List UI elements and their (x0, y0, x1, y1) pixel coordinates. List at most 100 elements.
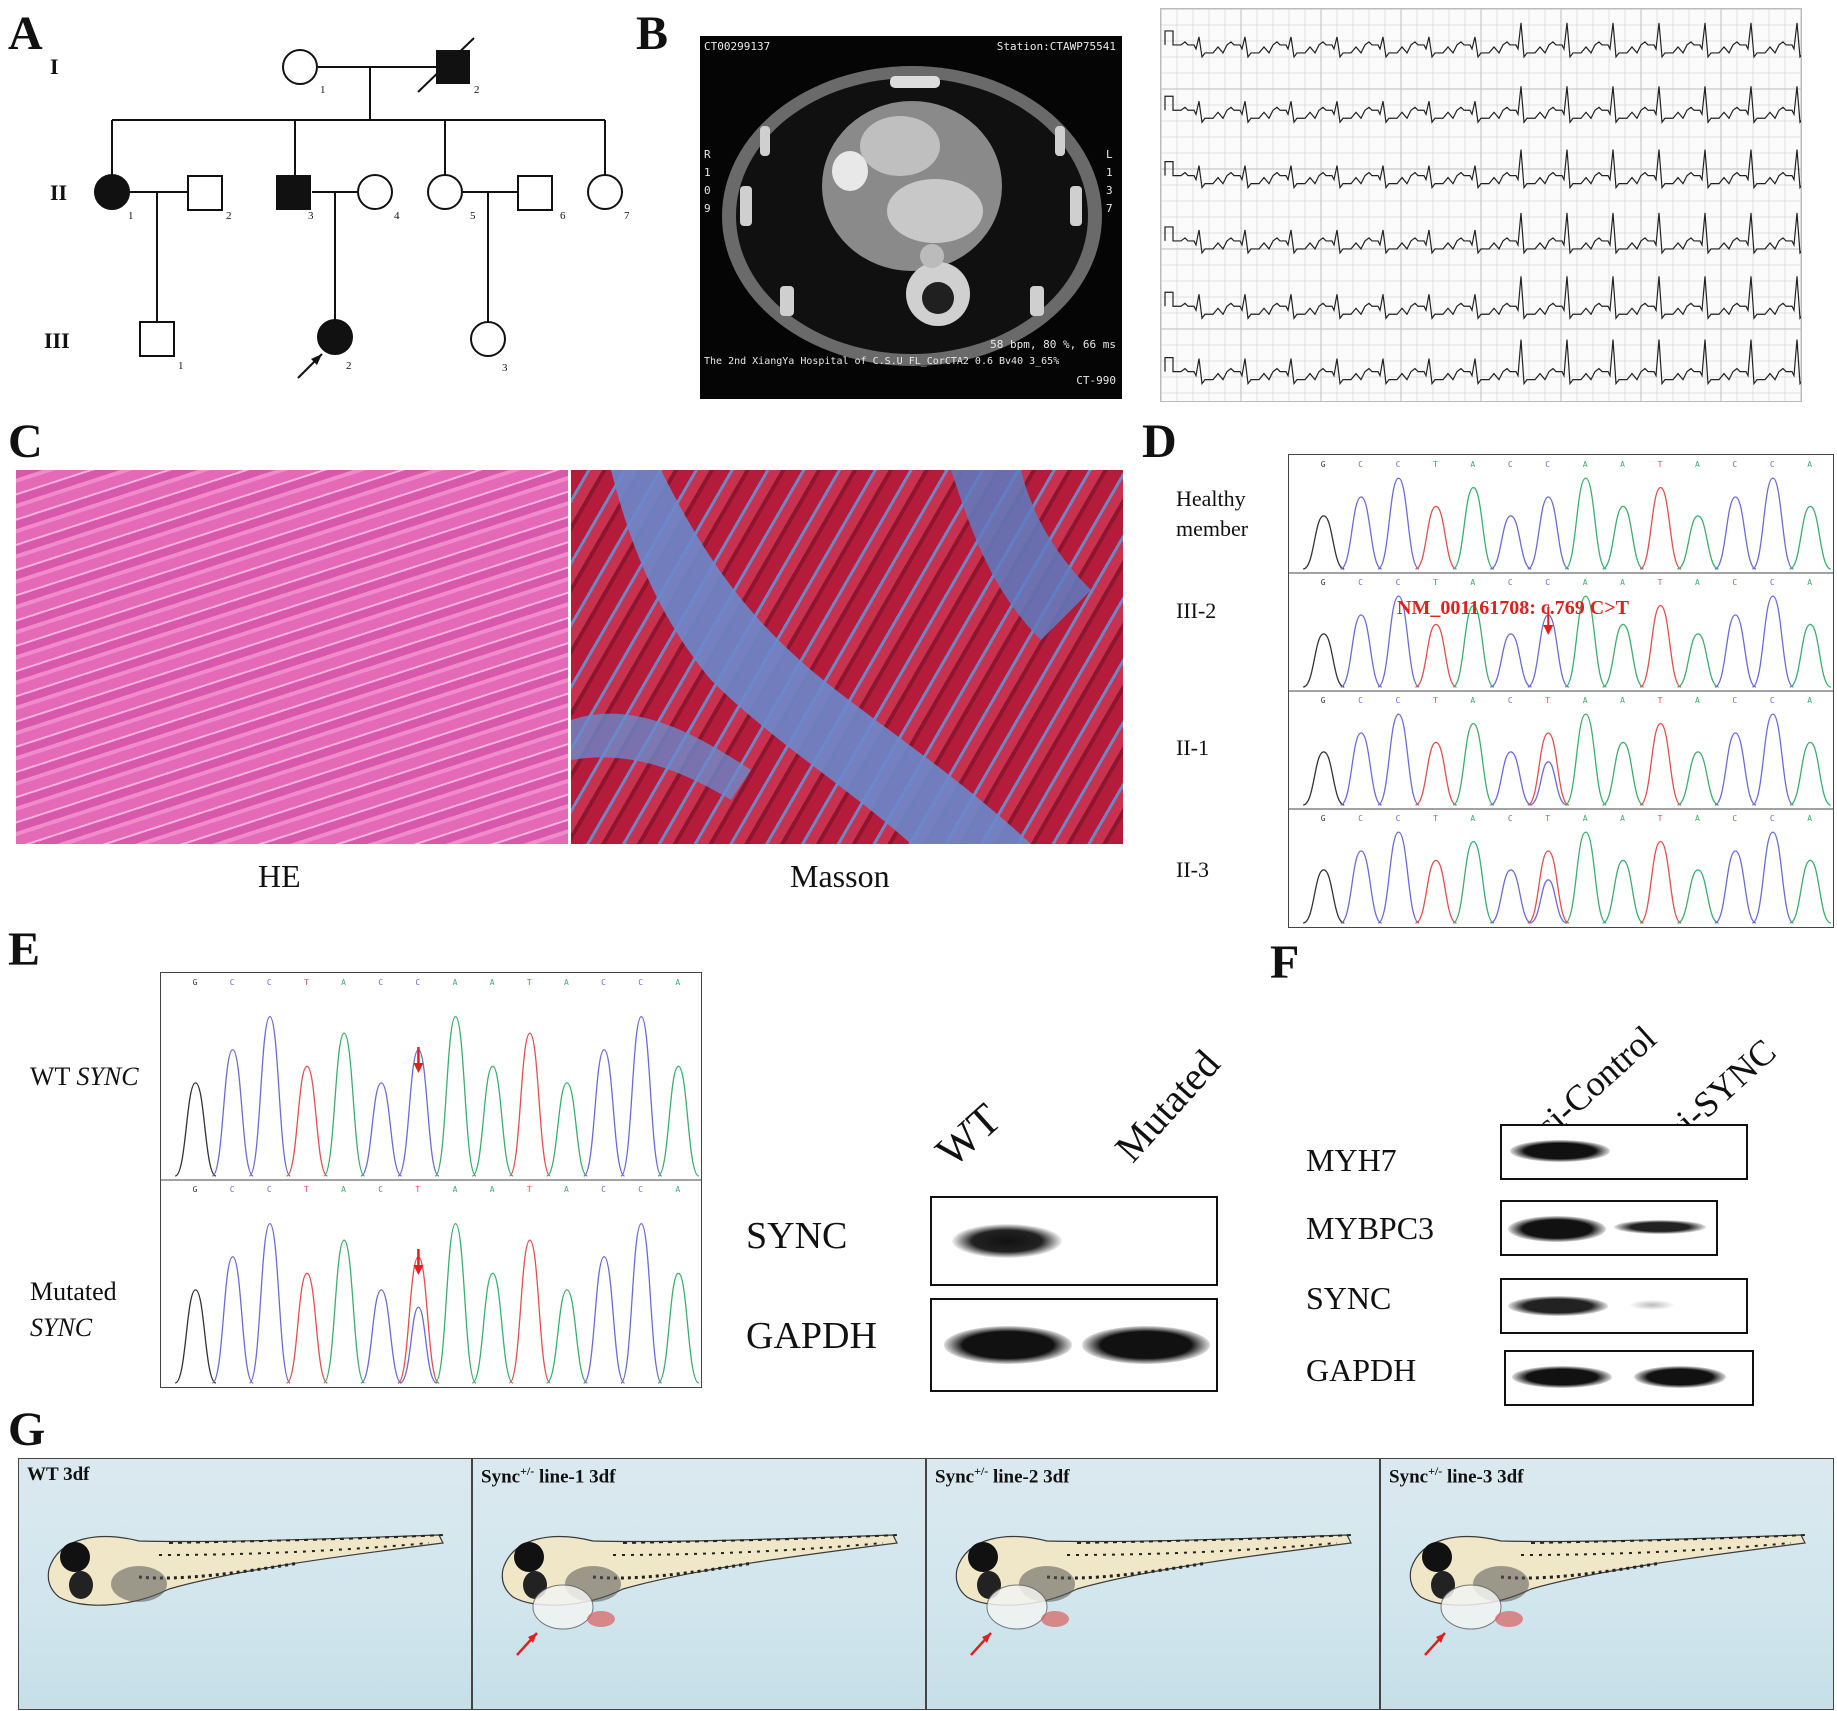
trace-peak-d1 (1789, 623, 1832, 688)
trace-peak-d2 (1377, 713, 1420, 806)
base-call-d0: C (1396, 460, 1401, 469)
base-call-d0: A (1695, 460, 1700, 469)
trace-peak-emut (620, 1222, 663, 1384)
base-call-d0: A (1583, 460, 1588, 469)
base-call-d3: A (1807, 814, 1812, 823)
ecg-lead-trace (1164, 339, 1801, 386)
trace-peak-emut (360, 1289, 403, 1384)
pericardial-edema (1440, 1584, 1502, 1630)
wb-blot-sync-f (1500, 1278, 1748, 1334)
base-call-d3: C (1396, 814, 1401, 823)
blood-pool (587, 1611, 615, 1627)
mutated-sync-label: Mutated SYNC (30, 1277, 117, 1342)
wb-row-label: SYNC (746, 1215, 848, 1257)
wb-blot-sync (930, 1196, 1218, 1286)
trace-peak-d3 (1677, 869, 1719, 924)
base-call-emut: A (675, 1185, 680, 1194)
zebrafish-panel-line-1: Sync+/- line-1 3df (472, 1458, 926, 1710)
he-stain-image (16, 470, 568, 844)
trace-peak-ewt (545, 1082, 589, 1177)
base-call-ewt: C (415, 978, 420, 987)
wb-band (1508, 1216, 1606, 1242)
trace-peak-ewt (620, 1015, 663, 1177)
individual-number: 1 (128, 210, 134, 222)
trace-peak-d0 (1527, 496, 1570, 570)
ct-model-text: CT-990 (1076, 374, 1116, 387)
trace-peak-emut (399, 1306, 438, 1384)
base-call-ewt: A (341, 978, 346, 987)
ecg-image (1160, 8, 1802, 402)
individual-number: 1 (178, 360, 184, 372)
fish-label: WT 3df (27, 1464, 90, 1485)
edema-arrow-head (1436, 1633, 1445, 1643)
individual-male-unaffected (187, 175, 223, 211)
wb-column-label: WT (926, 1094, 1011, 1177)
base-call-ewt: C (230, 978, 235, 987)
larva-eye (60, 1542, 90, 1572)
trace-peak-d2 (1677, 751, 1719, 806)
trace-peak-d1 (1677, 633, 1719, 688)
trace-peak-emut (285, 1272, 329, 1384)
panel-label-c: C (8, 415, 43, 468)
trace-peak-emut (174, 1289, 217, 1384)
trace-peak-ewt (174, 1082, 217, 1177)
trace-peak-d0 (1751, 477, 1795, 570)
trace-peak-ewt (211, 1049, 254, 1177)
individual-female-unaffected (282, 49, 318, 85)
base-call-d2: C (1508, 696, 1513, 705)
panel-label-d: D (1142, 415, 1177, 468)
base-call-d1: A (1620, 578, 1625, 587)
trace-peak-d1 (1714, 614, 1757, 688)
base-call-d0: C (1770, 460, 1775, 469)
trace-peak-ewt (323, 1032, 366, 1177)
trace-peak-ewt (583, 1049, 626, 1177)
base-call-d3: A (1695, 814, 1700, 823)
wb-band (952, 1224, 1062, 1258)
trace-peak-d3 (1564, 831, 1607, 924)
base-call-d1: C (1358, 578, 1363, 587)
panel-label-g: G (8, 1403, 46, 1456)
base-call-ewt: C (378, 978, 383, 987)
base-call-ewt: C (601, 978, 606, 987)
base-call-emut: C (378, 1185, 383, 1194)
chromatogram-row-label: III-2 (1176, 598, 1217, 623)
wb-band (944, 1326, 1072, 1364)
zebrafish-panel-line-2: Sync+/- line-2 3df (926, 1458, 1380, 1710)
base-call-d3: T (1658, 814, 1663, 823)
trace-peak-d2 (1789, 741, 1832, 806)
individual-number: 2 (474, 84, 480, 96)
wb-band (1512, 1366, 1612, 1388)
base-call-d0: C (1358, 460, 1363, 469)
trace-peak-d1 (1377, 595, 1420, 688)
wb-row-label: MYH7 (1306, 1142, 1397, 1178)
trace-peak-d3 (1529, 879, 1568, 924)
generation-label: I (50, 54, 59, 79)
larva-eye (69, 1571, 93, 1599)
trace-peak-d1 (1639, 604, 1682, 688)
base-call-d1: A (1695, 578, 1700, 587)
panel-label-b: B (636, 7, 669, 60)
trace-peak-d0 (1452, 486, 1495, 570)
individual-number: 2 (346, 360, 352, 372)
ecg-lead-trace (1164, 276, 1801, 320)
individual-female-unaffected (357, 174, 393, 210)
wb-blot-mybpc3 (1500, 1200, 1718, 1256)
zebrafish-panel-wt: WT 3df (18, 1458, 472, 1710)
trace-peak-d2 (1452, 722, 1495, 806)
base-call-d1: T (1658, 578, 1663, 587)
ecg-lead-trace (1164, 86, 1801, 124)
base-call-d0: C (1545, 460, 1550, 469)
trace-peak-emut (323, 1239, 366, 1384)
base-call-d2: C (1732, 696, 1737, 705)
individual-female-unaffected (587, 174, 623, 210)
base-call-d3: A (1620, 814, 1625, 823)
trace-peak-emut (508, 1239, 551, 1384)
zebrafish-larva-image (47, 1534, 444, 1606)
edema-arrow-head (982, 1633, 991, 1643)
base-call-emut: A (453, 1185, 458, 1194)
generation-label: III (44, 328, 70, 353)
trace-peak-ewt (434, 1015, 477, 1177)
base-call-d2: A (1807, 696, 1812, 705)
trace-peak-d0 (1639, 486, 1682, 570)
